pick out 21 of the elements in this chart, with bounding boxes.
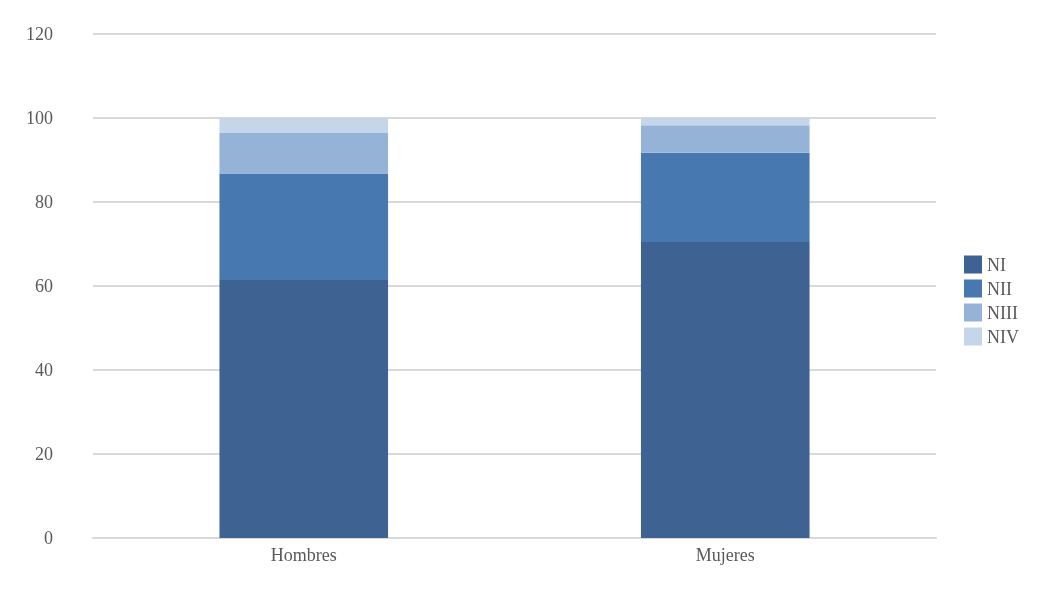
legend-label: NII [987,278,1013,299]
y-tick-label: 40 [35,360,53,380]
bar [640,241,810,538]
bar [219,173,389,281]
x-tick-label: Mujeres [695,545,755,565]
y-tick-label: 20 [35,444,53,464]
y-tick-label: 80 [35,192,53,212]
bar [219,118,389,134]
y-tick-label: 100 [26,108,53,128]
bar [640,152,810,242]
bar [640,118,810,126]
legend-label: NIII [987,302,1018,323]
x-tick-label: Hombres [270,545,337,565]
bar [219,133,389,174]
y-tick-label: 60 [35,276,53,296]
bar [219,280,389,538]
y-tick-label: 0 [44,528,53,548]
legend-label: NIV [987,326,1020,347]
legend-label: NI [987,254,1007,275]
y-tick-label: 120 [26,24,53,44]
bar [640,125,810,153]
